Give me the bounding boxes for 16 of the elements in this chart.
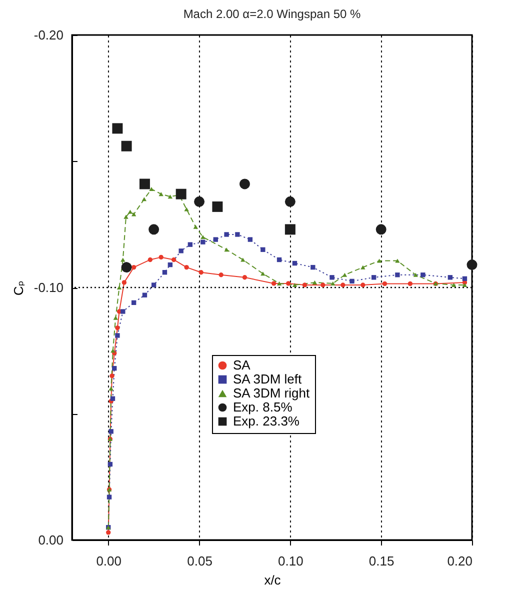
x-axis-title: x/c <box>264 572 282 588</box>
y-tick-label: -0.20 <box>34 28 64 42</box>
x-tick-label: 0.00 <box>96 554 122 568</box>
y-tick-label: 0.00 <box>38 532 64 548</box>
legend-label: Exp. 8.5% <box>233 400 293 414</box>
legend-label: SA 3DM left <box>233 372 302 386</box>
x-tick-label: 0.20 <box>447 554 472 568</box>
chart-title: Mach 2.00 α=2.0 Wingspan 50 % <box>183 7 362 21</box>
x-tick-label: 0.05 <box>187 554 212 568</box>
legend-label: Exp. 23.3% <box>233 414 300 428</box>
legend-label: SA 3DM right <box>233 386 310 400</box>
x-tick-label: 0.10 <box>278 554 304 568</box>
legend-label: SA <box>233 358 251 372</box>
y-tick-label: -0.10 <box>34 280 64 295</box>
x-tick-label: 0.15 <box>368 554 394 568</box>
y-axis-title: Cₚ <box>10 280 26 296</box>
